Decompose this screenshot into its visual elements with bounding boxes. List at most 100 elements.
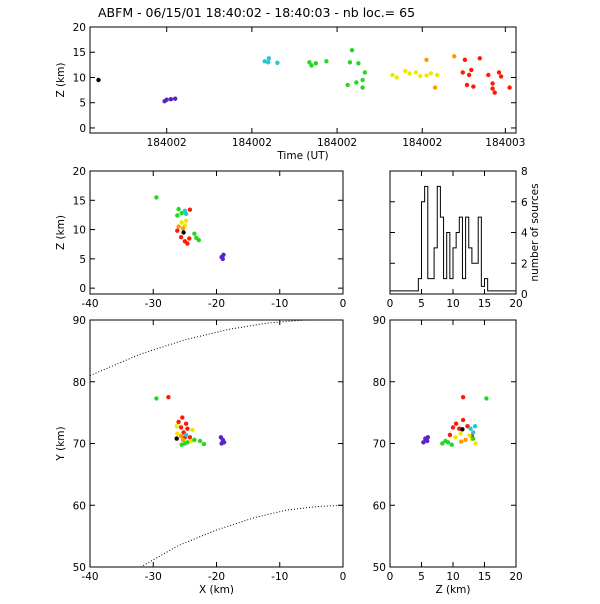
xz-source-point <box>192 231 197 236</box>
time-height-source-point <box>460 70 465 75</box>
time-height-source-point <box>424 73 429 78</box>
time-height-source-point <box>347 60 353 65</box>
time-height-source-point <box>496 70 502 75</box>
zy-source-point <box>473 441 478 446</box>
zy-source-point <box>440 441 445 446</box>
time-height-source-point <box>464 82 470 88</box>
xz-source-point <box>154 195 159 200</box>
xy-ytick-label: 90 <box>73 315 86 327</box>
time-height-source-point <box>394 75 399 80</box>
xy-xtick-label: -10 <box>271 571 288 583</box>
zy-source-point <box>450 425 456 430</box>
time-height-ylabel: Z (km) <box>55 62 67 97</box>
zy-content <box>421 395 489 447</box>
zy-source-point <box>459 439 464 444</box>
xy-xlabel: X (km) <box>199 584 234 596</box>
time-height-source-point <box>407 71 412 76</box>
figure-title: ABFM - 06/15/01 18:40:02 - 18:40:03 - nb… <box>98 5 415 20</box>
histogram-ytick-label: 4 <box>521 228 528 240</box>
xz-panel: -40 -30 -20 -10 0 0 5 10 15 20 Z (km) <box>55 166 346 310</box>
xy-source-point <box>197 438 203 444</box>
zy-xtick-label: 10 <box>446 571 459 583</box>
time-height-source-point <box>432 85 438 90</box>
time-height-source-point <box>403 68 408 74</box>
zy-ytick-label: 70 <box>373 439 386 451</box>
zy-source-point <box>465 424 470 429</box>
time-height-content <box>96 48 512 104</box>
time-height-ytick-label: 10 <box>73 72 86 84</box>
histogram-xtick-label: 20 <box>509 298 522 310</box>
time-height-ytick-label: 15 <box>73 47 86 59</box>
xz-ylabel: Z (km) <box>55 215 67 250</box>
time-height-source-point <box>173 96 178 101</box>
zy-source-point <box>484 396 489 401</box>
zy-source-point <box>425 438 430 444</box>
time-height-source-point <box>345 82 350 88</box>
time-height-source-point <box>413 70 419 75</box>
histogram-xtick-label: 15 <box>478 298 491 310</box>
histogram-ytick-label: 2 <box>521 258 528 270</box>
xz-ytick-label: 5 <box>79 254 86 266</box>
xy-source-point <box>185 426 190 431</box>
time-height-xlabel: Time (UT) <box>276 150 328 162</box>
zy-ytick-label: 90 <box>373 315 386 327</box>
time-height-source-point <box>490 86 495 91</box>
xz-source-point <box>187 207 193 212</box>
xy-source-point <box>176 419 181 425</box>
time-height-source-point <box>96 77 101 83</box>
histogram-xtick-label: 5 <box>418 298 425 310</box>
xz-source-point <box>221 252 226 257</box>
time-height-source-point <box>428 71 433 76</box>
histogram-ytick-label: 8 <box>521 166 528 178</box>
zy-source-point <box>447 432 453 438</box>
time-height-xtick-label: 184002 <box>232 137 272 149</box>
time-height-source-point <box>275 60 280 65</box>
zy-source-point <box>460 417 466 423</box>
zy-xlabel: Z (km) <box>435 584 470 596</box>
histogram-ytick-label: 0 <box>521 289 528 301</box>
xy-source-point <box>219 441 224 446</box>
zy-source-point <box>425 435 430 440</box>
xy-source-point <box>178 425 184 430</box>
xz-source-point <box>183 211 189 216</box>
zy-xtick-label: 15 <box>478 571 491 583</box>
xy-ytick-label: 50 <box>73 562 86 574</box>
time-height-source-point <box>492 90 497 95</box>
time-height-source-point <box>435 72 440 78</box>
xz-source-point <box>185 241 190 246</box>
time-height-source-point <box>266 56 272 61</box>
time-height-xtick-label: 184002 <box>317 137 357 149</box>
xy-range-curve <box>90 320 321 377</box>
time-height-xtick-label: 184002 <box>147 137 187 149</box>
zy-source-point <box>453 435 458 440</box>
xy-source-point <box>183 432 189 438</box>
zy-xtick-label: 5 <box>418 571 425 583</box>
time-height-source-point <box>466 72 472 78</box>
zy-source-point <box>471 430 476 435</box>
panels-layer: 184002 184002 184002 184002 18400305101520Ti… <box>55 22 541 596</box>
xy-source-point <box>154 396 159 401</box>
zy-source-point <box>421 440 426 445</box>
xz-source-point <box>220 256 225 262</box>
xy-source-point <box>183 421 189 426</box>
xz-xtick-label: -30 <box>145 298 162 310</box>
xy-source-point <box>175 431 180 436</box>
time-height-ytick-label: 5 <box>79 98 86 110</box>
histogram-ytick-label: 6 <box>521 197 528 209</box>
time-height-source-point <box>360 77 365 83</box>
xz-source-point <box>175 213 180 218</box>
histogram-xtick-label: 10 <box>446 298 459 310</box>
zy-ytick-label: 60 <box>373 500 386 512</box>
xy-xtick-label: -40 <box>81 571 98 583</box>
xz-ytick-label: 0 <box>79 283 86 295</box>
xy-source-point <box>174 436 179 441</box>
xy-source-point <box>187 435 193 440</box>
xy-source-point <box>182 441 188 446</box>
time-height-source-point <box>313 61 318 66</box>
xz-xtick-label: -10 <box>271 298 288 310</box>
time-height-source-point <box>354 80 359 85</box>
xy-content <box>90 320 343 567</box>
xz-ytick-label: 15 <box>73 195 86 207</box>
xy-source-point <box>180 415 185 420</box>
zy-source-point <box>458 431 463 436</box>
